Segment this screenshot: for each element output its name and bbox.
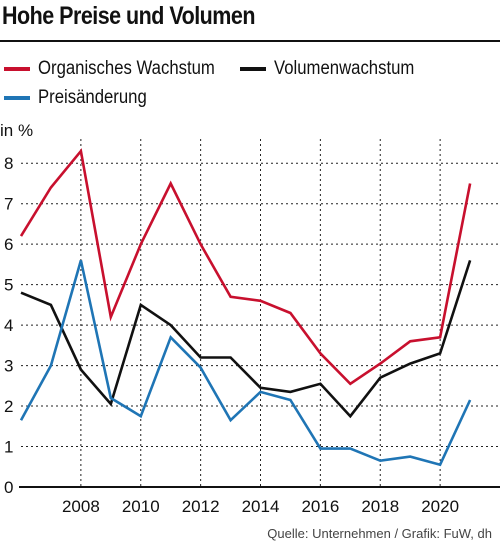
y-tick-label-5: 5 [4,276,13,295]
series-line-organisches-wachstum [19,148,472,386]
y-axis-label: in % [0,121,34,140]
y-tick-label-4: 4 [4,316,13,335]
legend-item-organisches-wachstum: Organisches Wachstum [4,57,239,81]
legend-label-preisaenderung: Preisänderung [38,87,147,108]
legend-swatch-preisaenderung [4,96,30,100]
x-tick-label-2014: 2014 [242,497,280,516]
y-tick-label-6: 6 [4,235,13,254]
y-tick-label-2: 2 [4,397,13,416]
y-tick-label-8: 8 [4,154,13,173]
x-tick-label-2008: 2008 [62,497,100,516]
x-tick-label-2010: 2010 [122,497,160,516]
x-tick-label-2018: 2018 [361,497,399,516]
series-line-volumenwachstum [20,260,472,419]
x-tick-label-2012: 2012 [182,497,220,516]
legend-label-volumenwachstum: Volumenwachstum [274,58,415,79]
source-note: Quelle: Unternehmen / Grafik: FuW, dh [267,526,492,541]
legend-item-preisaenderung: Preisänderung [4,86,162,110]
y-tick-label-0: 0 [4,478,13,497]
x-tick-label-2016: 2016 [301,497,339,516]
series-line-preisaenderung [19,260,472,467]
legend-item-volumenwachstum: Volumenwachstum [240,57,433,81]
legend-label-organisches-wachstum: Organisches Wachstum [38,58,215,79]
y-tick-label-7: 7 [4,195,13,214]
chart-title: Hohe Preise und Volumen [2,2,255,30]
y-tick-label-3: 3 [4,357,13,376]
y-tick-label-1: 1 [4,438,13,457]
x-tick-label-2020: 2020 [421,497,459,516]
legend-swatch-organisches-wachstum [4,67,30,71]
title-rule [0,40,500,42]
legend-swatch-volumenwachstum [240,67,266,71]
